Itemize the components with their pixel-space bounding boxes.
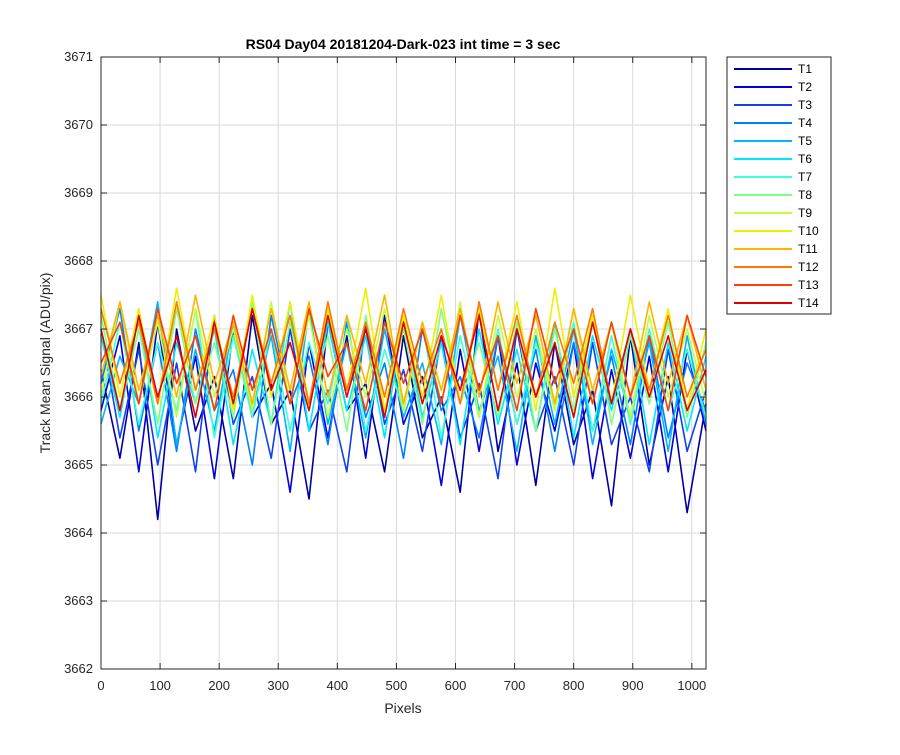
x-tick-label-0: 0 bbox=[97, 678, 104, 693]
series-line-T1 bbox=[100, 307, 707, 521]
series-line-T13 bbox=[100, 307, 707, 412]
legend-label-T11: T11 bbox=[798, 242, 818, 256]
x-tick-label-1: 100 bbox=[149, 678, 171, 693]
series-line-T3 bbox=[100, 314, 707, 480]
x-tick-label-8: 800 bbox=[563, 678, 585, 693]
x-tick-label-6: 600 bbox=[445, 678, 467, 693]
legend-label-T10: T10 bbox=[798, 224, 819, 238]
legend-label-T7: T7 bbox=[798, 170, 812, 184]
series-line-T2 bbox=[100, 314, 707, 494]
series-line-T12 bbox=[100, 300, 707, 405]
y-tick-label-5: 3667 bbox=[64, 321, 93, 336]
y-axis-label: Track Mean Signal (ADU/pix) bbox=[37, 273, 53, 454]
x-tick-label-3: 300 bbox=[267, 678, 289, 693]
plot-frame bbox=[100, 56, 707, 670]
x-tick-label-2: 200 bbox=[208, 678, 230, 693]
x-tick-label-7: 700 bbox=[504, 678, 526, 693]
legend-label-T2: T2 bbox=[798, 80, 812, 94]
y-tick-label-1: 3663 bbox=[64, 593, 93, 608]
legend-label-T4: T4 bbox=[798, 116, 812, 130]
series-line-T11 bbox=[100, 294, 707, 405]
y-tick-label-9: 3671 bbox=[64, 49, 93, 64]
x-tick-label-5: 500 bbox=[386, 678, 408, 693]
y-tick-label-2: 3664 bbox=[64, 525, 93, 540]
legend-label-T8: T8 bbox=[798, 188, 812, 202]
y-tick-label-6: 3668 bbox=[64, 253, 93, 268]
x-tick-label-4: 400 bbox=[326, 678, 348, 693]
legend-label-T3: T3 bbox=[798, 98, 812, 112]
legend-label-T5: T5 bbox=[798, 134, 812, 148]
x-axis-label: Pixels bbox=[384, 700, 421, 716]
grid-layer bbox=[100, 56, 706, 670]
y-tick-label-4: 3666 bbox=[64, 389, 93, 404]
tick-layer: 0 100 200 300 400 500 600 700 800 900 1000 3662 3663… bbox=[64, 49, 706, 693]
y-tick-label-3: 3665 bbox=[64, 457, 93, 472]
legend-label-T6: T6 bbox=[798, 152, 812, 166]
legend-label-T14: T14 bbox=[798, 296, 819, 310]
series-layer bbox=[100, 287, 707, 521]
series-line-T14 bbox=[100, 307, 707, 419]
x-tick-label-9: 900 bbox=[622, 678, 644, 693]
legend-label-T9: T9 bbox=[798, 206, 812, 220]
legend: T1 T2 T3 T4 T5 T6 T7 T8 T9 T10 T11 T12 T13 T14 bbox=[726, 56, 832, 315]
y-tick-label-0: 3662 bbox=[64, 661, 93, 676]
x-tick-label-10: 1000 bbox=[677, 678, 706, 693]
chart-title: RS04 Day04 20181204-Dark-023 int time = … bbox=[246, 36, 561, 52]
legend-label-T12: T12 bbox=[798, 260, 819, 274]
legend-label-T1: T1 bbox=[798, 62, 812, 76]
legend-label-T13: T13 bbox=[798, 278, 819, 292]
y-tick-label-7: 3669 bbox=[64, 185, 93, 200]
legend-box bbox=[726, 56, 832, 315]
y-tick-label-8: 3670 bbox=[64, 117, 93, 132]
